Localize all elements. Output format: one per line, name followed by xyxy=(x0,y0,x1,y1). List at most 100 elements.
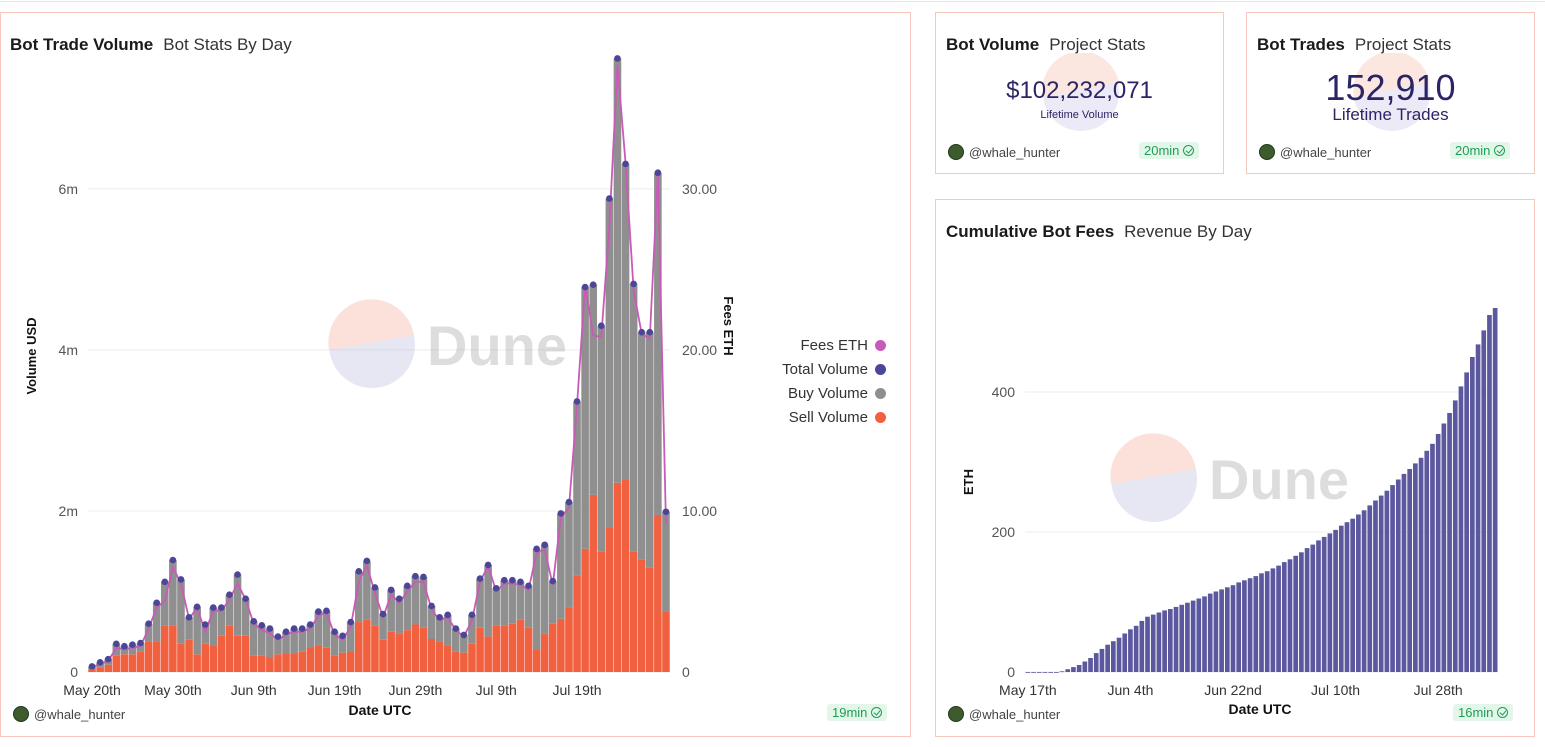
buy-bar xyxy=(314,611,323,646)
bot-trades-author[interactable]: @whale_hunter xyxy=(1259,144,1371,160)
buy-bar xyxy=(662,511,670,612)
fee-bar xyxy=(1475,344,1481,672)
total-volume-point xyxy=(581,283,589,291)
buy-bar xyxy=(557,513,565,619)
y-tick-label: 6m xyxy=(59,181,78,197)
total-volume-point xyxy=(557,510,565,517)
fees-card-author[interactable]: @whale_hunter xyxy=(948,706,1060,722)
y2-tick-label: 20.00 xyxy=(682,342,717,358)
total-volume-point xyxy=(104,655,112,663)
total-volume-point xyxy=(355,568,363,575)
bot-trades-value: 152,910 xyxy=(1325,67,1456,108)
y-tick-label: 4m xyxy=(59,342,78,358)
legend-item[interactable]: Fees ETH xyxy=(761,333,886,357)
fee-bar xyxy=(1390,485,1395,672)
sell-bar xyxy=(233,635,242,672)
fee-bar xyxy=(1378,495,1384,672)
sell-bar xyxy=(451,651,460,672)
freshness-text: 19min xyxy=(832,705,868,720)
fee-bar xyxy=(1264,571,1270,672)
fee-bar xyxy=(1042,672,1048,673)
fee-bar xyxy=(1464,372,1469,672)
buy-bar xyxy=(338,635,347,653)
fees-card-subtitle: Revenue By Day xyxy=(1124,222,1252,241)
legend-item[interactable]: Sell Volume xyxy=(761,405,886,429)
sell-bar xyxy=(338,652,347,672)
total-volume-point xyxy=(500,576,508,584)
total-volume-point xyxy=(250,617,258,625)
fee-bar xyxy=(1059,671,1065,673)
sell-bar xyxy=(201,643,210,672)
sell-bar xyxy=(185,639,193,672)
bot-volume-author[interactable]: @whale_hunter xyxy=(948,144,1060,160)
legend-item[interactable]: Total Volume xyxy=(761,357,886,381)
fees-card-title[interactable]: Cumulative Bot Fees Revenue By Day xyxy=(946,222,1252,242)
bot-trades-title[interactable]: Bot Trades Project Stats xyxy=(1257,35,1451,55)
volume-card-subtitle: Bot Stats By Day xyxy=(163,35,292,54)
x-tick-label: May 20th xyxy=(63,682,121,698)
sell-bar xyxy=(484,636,492,672)
buy-bar xyxy=(128,644,137,655)
volume-card-title[interactable]: Bot Trade Volume Bot Stats By Day xyxy=(10,35,292,55)
bot-volume-freshness-badge: 20min xyxy=(1139,142,1200,159)
sell-bar xyxy=(379,639,387,672)
fee-bar xyxy=(1236,582,1242,672)
bot-volume-title[interactable]: Bot Volume Project Stats xyxy=(946,35,1146,55)
buy-bar xyxy=(645,332,654,568)
fee-bar xyxy=(1190,600,1196,672)
buy-bar xyxy=(209,607,218,646)
bot-volume-value: $102,232,071 xyxy=(1006,77,1153,104)
legend-label: Total Volume xyxy=(782,360,868,378)
buy-bar xyxy=(371,587,379,626)
total-volume-point xyxy=(614,55,621,62)
sell-bar xyxy=(322,647,331,672)
sell-bar xyxy=(371,625,379,672)
total-volume-point xyxy=(282,628,290,636)
sell-bar xyxy=(144,641,153,672)
total-volume-point xyxy=(258,621,266,629)
fee-bar xyxy=(1395,479,1401,672)
fee-bar xyxy=(1230,585,1236,672)
sell-bar xyxy=(540,633,549,672)
fee-bar xyxy=(1487,315,1492,672)
dune-watermark: Dune xyxy=(1110,433,1349,522)
fee-bar xyxy=(1088,658,1093,672)
bot-volume-subtitle: Project Stats xyxy=(1049,35,1146,54)
fee-bar xyxy=(1458,386,1464,672)
fee-bar xyxy=(1122,633,1128,672)
author-name: @whale_hunter xyxy=(969,706,1061,722)
sell-bar xyxy=(169,625,177,672)
sell-bar xyxy=(266,657,274,672)
volume-chart[interactable]: 0 2m 4m 6m 0 10.00 20.00 30.00 Dune May 20th May 3… xyxy=(0,40,760,730)
bot-trades-title-text: Bot Trades xyxy=(1257,35,1345,54)
sell-bar xyxy=(363,619,371,672)
bot-trades-freshness-badge: 20min xyxy=(1450,142,1511,159)
fee-bar xyxy=(1048,672,1053,673)
freshness-text: 20min xyxy=(1144,143,1180,158)
legend-item[interactable]: Buy Volume xyxy=(761,381,886,405)
check-circle-icon xyxy=(871,707,883,718)
buy-bar xyxy=(257,625,266,656)
sell-bar xyxy=(500,625,509,672)
buy-bar xyxy=(354,571,363,623)
sell-bar xyxy=(427,638,436,672)
total-volume-point xyxy=(460,631,468,639)
x-tick-label: Jun 19th xyxy=(308,682,362,698)
fee-bar xyxy=(1338,525,1344,672)
buy-bar xyxy=(322,610,331,648)
buy-bar xyxy=(298,628,307,652)
author-avatar xyxy=(1259,144,1275,160)
fee-bar xyxy=(1219,589,1224,672)
fee-bar xyxy=(1361,510,1367,672)
buy-bar xyxy=(524,585,533,628)
fees-chart[interactable]: 0 200 400 Dune May 17th Jun 4th Jun 22nd Jul 10… xyxy=(938,232,1533,732)
total-volume-point xyxy=(573,398,581,405)
fee-bar xyxy=(1036,672,1042,673)
legend-swatch xyxy=(875,363,886,375)
volume-card-author[interactable]: @whale_hunter xyxy=(13,706,125,722)
total-volume-point xyxy=(517,578,524,586)
fee-bar xyxy=(1270,568,1276,672)
buy-bar xyxy=(274,636,282,655)
total-volume-point xyxy=(177,576,185,583)
buy-bar xyxy=(185,617,193,640)
